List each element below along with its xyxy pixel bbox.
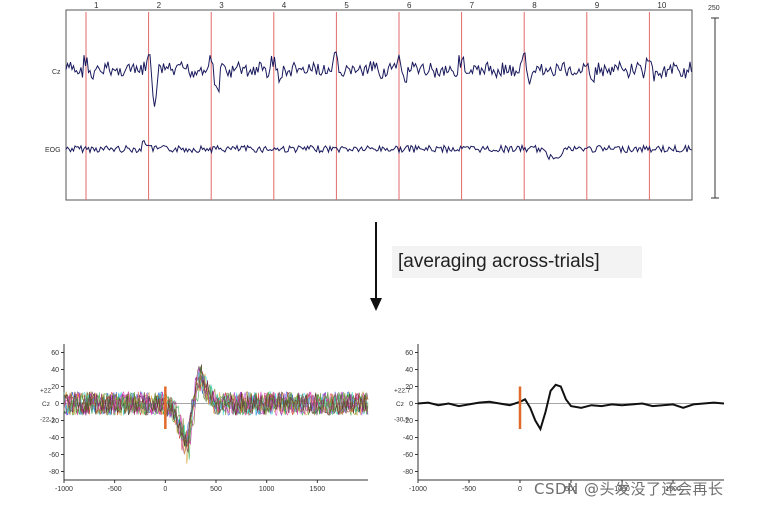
trial-series-line <box>63 374 369 445</box>
y-tick-label: 0 <box>55 401 59 408</box>
y-tick-label: 20 <box>405 384 413 391</box>
raw-eeg-panel: 1 2 3 4 5 6 7 8 9 10 Cz EOG 250 <box>45 1 720 201</box>
scale-label: 250 <box>708 5 720 12</box>
trial-series-line <box>63 364 369 453</box>
x-tick-label: 500 <box>565 486 577 493</box>
y-tick-label: -40 <box>403 435 413 442</box>
trial-marker-label: 4 <box>282 1 287 10</box>
channel-label: Cz <box>42 401 50 408</box>
x-tick-label: 0 <box>518 486 522 493</box>
average-series-line <box>417 383 725 432</box>
trial-marker-label: 9 <box>595 1 600 10</box>
average-erp-chart: 60 40 20 0 -20 -40 -60 -80 -1000 -500 0 500 1000 1500… <box>394 344 725 493</box>
trial-series-line <box>63 370 369 464</box>
trial-marker-label: 3 <box>219 1 224 10</box>
y-tick-label: 0 <box>409 401 413 408</box>
y-tick-label: -80 <box>49 469 59 476</box>
trial-marker-label: 8 <box>532 1 537 10</box>
y-tick-label: -60 <box>49 452 59 459</box>
trial-marker-label: 5 <box>344 1 349 10</box>
scale-label-upper: +22.7 <box>394 388 411 395</box>
y-tick-label: -80 <box>403 469 413 476</box>
trial-marker-label: 2 <box>157 1 162 10</box>
y-tick-label: -20 <box>49 418 59 425</box>
y-tick-label: -40 <box>49 435 59 442</box>
channel-label-cz: Cz <box>52 69 61 76</box>
trial-series-line <box>63 375 369 449</box>
x-tick-label: 1500 <box>665 486 681 493</box>
eog-trace <box>65 139 692 161</box>
y-tick-label: 40 <box>51 367 59 374</box>
channel-label: Cz <box>396 401 404 408</box>
trial-marker-label: 1 <box>94 1 99 10</box>
x-tick-label: 0 <box>163 486 167 493</box>
x-tick-label: -1000 <box>55 486 73 493</box>
x-tick-label: -1000 <box>409 486 427 493</box>
trial-marker-label: 7 <box>470 1 475 10</box>
y-tick-label: 60 <box>51 350 59 357</box>
trial-marker-label: 10 <box>657 1 666 10</box>
scale-label-lower: -22.1 <box>40 417 55 424</box>
y-tick-label: 40 <box>405 367 413 374</box>
raw-eeg-frame <box>65 9 693 201</box>
y-tick-label: -60 <box>403 452 413 459</box>
watermark: CSDN @头发没了还会再长 <box>534 480 724 498</box>
y-tick-label: -20 <box>403 418 413 425</box>
x-tick-label: -500 <box>108 486 122 493</box>
trial-markers: 1 2 3 4 5 6 7 8 9 10 <box>85 1 667 200</box>
x-tick-label: 1000 <box>259 486 275 493</box>
cz-trace <box>65 51 692 107</box>
averaging-label: [averaging across-trials] <box>392 246 642 278</box>
x-tick-label: -500 <box>462 486 476 493</box>
x-tick-label: 1500 <box>310 486 326 493</box>
trial-series-line <box>63 364 369 446</box>
single-trials-chart: 60 40 20 0 -20 -40 -60 -80 -1000 -500 0 500 1000 1500… <box>40 344 369 493</box>
scale-label-upper: +22 <box>40 388 51 395</box>
channel-label-eog: EOG <box>45 147 61 154</box>
y-tick-label: 60 <box>405 350 413 357</box>
x-tick-label: 1000 <box>614 486 630 493</box>
x-tick-label: 500 <box>210 486 222 493</box>
trial-marker-label: 6 <box>407 1 412 10</box>
arrow-head <box>370 298 382 311</box>
scale-label-lower: -30.9 <box>394 417 409 424</box>
y-tick-label: 20 <box>51 384 59 391</box>
